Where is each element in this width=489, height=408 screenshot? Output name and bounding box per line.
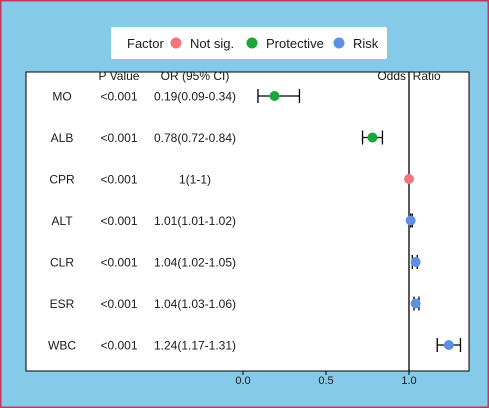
point-mo (269, 91, 280, 101)
point-clr (410, 257, 421, 267)
legend-marker-not-sig (170, 37, 182, 49)
row-pvalue: <0.001 (100, 297, 137, 311)
row-or-ci: 1.04(1.03-1.06) (154, 297, 236, 311)
point-esr (410, 298, 421, 309)
row-name: ALT (51, 214, 73, 228)
row-pvalue: <0.001 (100, 339, 137, 353)
or-header: OR (95% CI) (161, 69, 230, 83)
row-or-ci: 1.24(1.17-1.31) (154, 339, 236, 353)
point-alb (367, 132, 378, 143)
table-row: ESR <0.001 1.04(1.03-1.06) (50, 297, 236, 311)
row-name: ALB (51, 131, 74, 145)
chart-marks (257, 72, 462, 371)
x-tick-label: 0.0 (235, 375, 250, 387)
row-name: ESR (50, 297, 75, 311)
table-rows: MO <0.001 0.19(0.09-0.34) ALB <0.001 0.78(0.7… (48, 90, 236, 353)
table-row: ALT <0.001 1.01(1.01-1.02) (51, 214, 236, 228)
row-name: MO (52, 90, 71, 104)
row-or-ci: 1.04(1.02-1.05) (154, 256, 236, 270)
table-row: MO <0.001 0.19(0.09-0.34) (52, 90, 236, 104)
point-cpr (404, 174, 414, 184)
table-row: ALB <0.001 0.78(0.72-0.84) (51, 131, 236, 145)
legend-label: Protective (266, 36, 324, 51)
table-row: CPR <0.001 1(1-1) (49, 173, 211, 187)
x-axis: 0.0 0.5 1.0 (235, 371, 417, 387)
row-or-ci: 0.19(0.09-0.34) (154, 90, 236, 104)
x-tick-label: 0.5 (318, 375, 333, 387)
plot-panel (25, 71, 470, 372)
point-alt (405, 215, 416, 226)
legend-title: Factor (127, 36, 165, 51)
table-row: WBC <0.001 1.24(1.17-1.31) (48, 339, 236, 353)
row-pvalue: <0.001 (100, 90, 137, 104)
row-name: CLR (50, 256, 74, 270)
legend-label: Risk (353, 36, 379, 51)
row-name: CPR (49, 173, 75, 187)
row-pvalue: <0.001 (100, 256, 137, 270)
row-pvalue: <0.001 (100, 173, 137, 187)
pvalue-header: P Value (99, 69, 140, 83)
row-pvalue: <0.001 (100, 214, 137, 228)
legend-marker-risk (333, 37, 345, 49)
row-name: WBC (48, 339, 76, 353)
point-wbc (443, 340, 454, 350)
row-pvalue: <0.001 (100, 131, 137, 145)
legend-label: Not sig. (190, 36, 234, 51)
table-row: CLR <0.001 1.04(1.02-1.05) (50, 256, 236, 270)
legend: Factor Not sig. Protective Risk (111, 27, 387, 59)
row-or-ci: 1.01(1.01-1.02) (154, 214, 236, 228)
x-tick-label: 1.0 (401, 375, 416, 387)
row-or-ci: 0.78(0.72-0.84) (154, 131, 236, 145)
row-or-ci: 1(1-1) (179, 173, 211, 187)
legend-marker-protective (246, 37, 258, 49)
